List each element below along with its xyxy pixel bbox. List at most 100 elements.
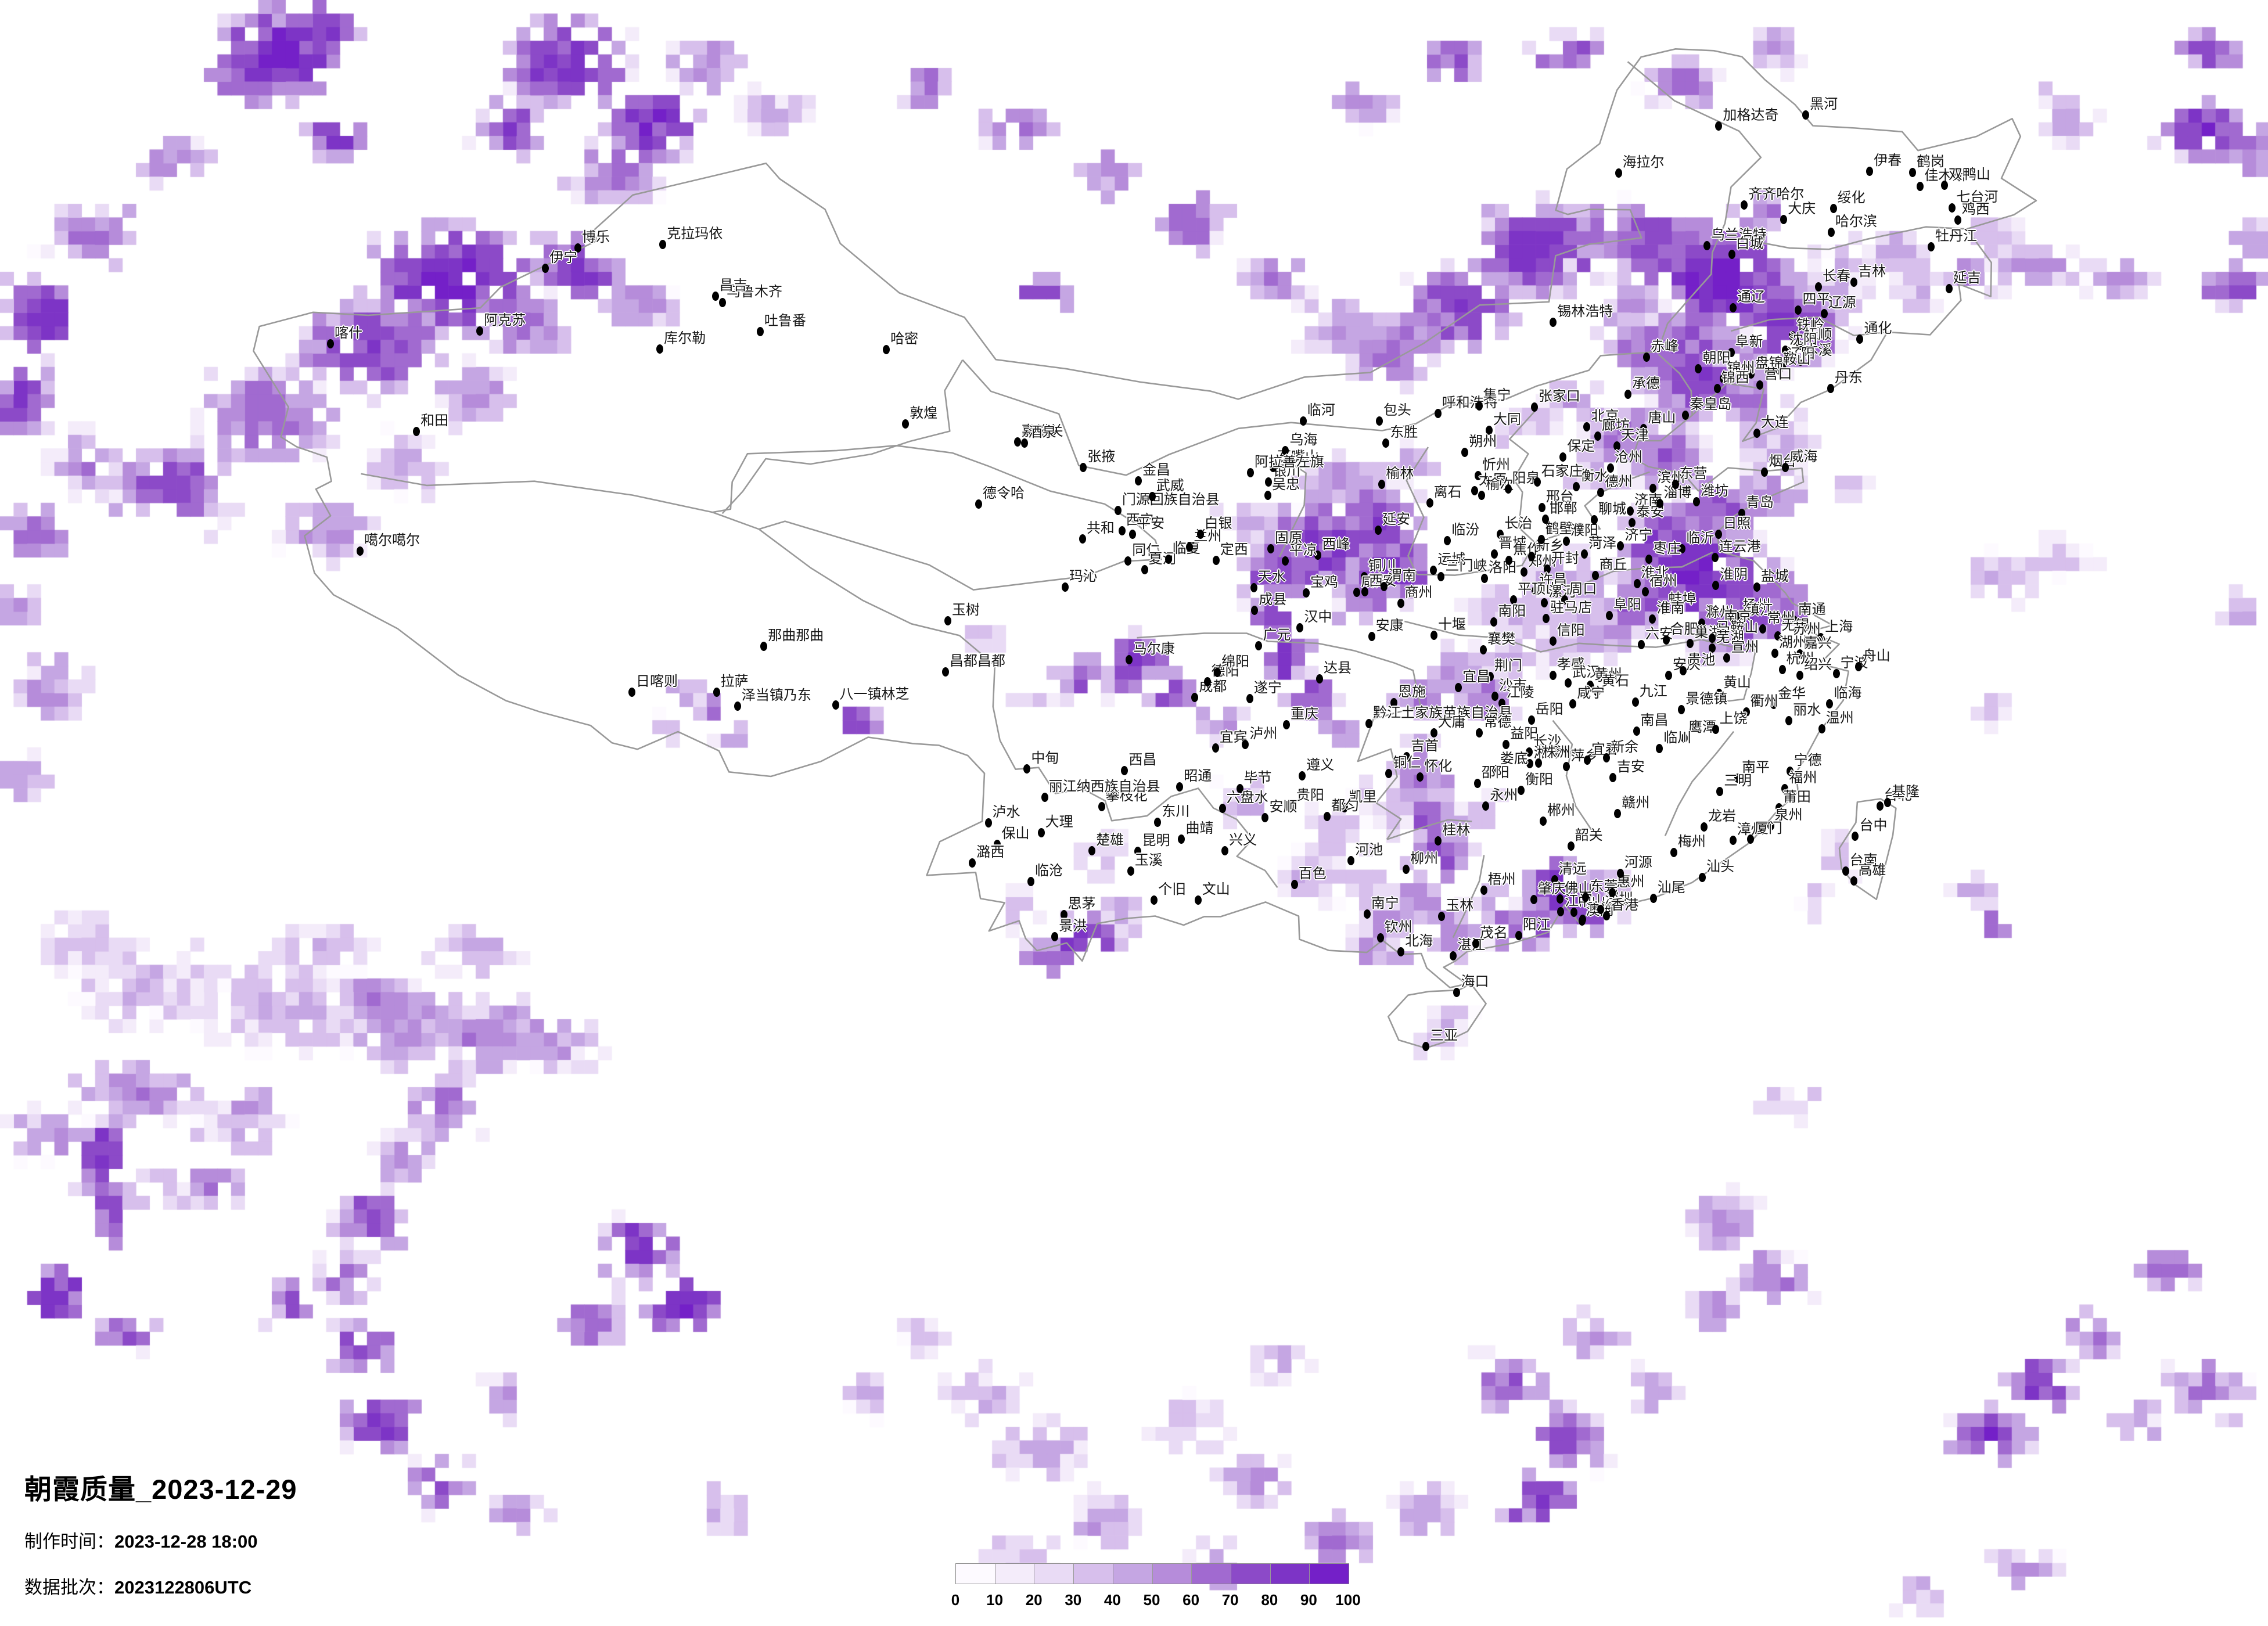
city-dot bbox=[1562, 536, 1570, 546]
city-dot bbox=[1403, 751, 1411, 761]
city-label: 茂名 bbox=[1480, 924, 1508, 941]
city-label: 六盘水 bbox=[1226, 790, 1268, 806]
city-dot bbox=[1267, 544, 1274, 554]
city-label: 忻州 bbox=[1482, 457, 1511, 473]
city-dot bbox=[1641, 587, 1649, 596]
city-dot bbox=[1581, 549, 1588, 559]
city-dot bbox=[476, 326, 484, 336]
city-label: 共和 bbox=[1086, 520, 1115, 536]
city-label: 宝鸡 bbox=[1310, 574, 1339, 590]
city-label: 鹤壁 bbox=[1545, 520, 1573, 537]
city-dot bbox=[1472, 938, 1480, 948]
city-label: 永州 bbox=[1490, 787, 1518, 803]
city-dot bbox=[1538, 503, 1545, 513]
island-boundary-0 bbox=[1838, 798, 1897, 900]
city-dot bbox=[1723, 653, 1731, 663]
colorbar-tick: 70 bbox=[1221, 1591, 1239, 1609]
city-dot bbox=[718, 297, 726, 307]
city-label: 平凉 bbox=[1289, 542, 1317, 559]
city-dot bbox=[656, 344, 664, 354]
city-dot bbox=[1375, 416, 1383, 426]
city-label: 济宁 bbox=[1624, 527, 1653, 543]
city-label: 河源 bbox=[1624, 854, 1652, 870]
city-dot bbox=[1780, 214, 1788, 224]
city-dot bbox=[1908, 168, 1916, 178]
colorbar-tick-labels: 0 10 20 30 40 50 60 70 80 90 100 bbox=[951, 1591, 1361, 1609]
city-dot bbox=[1817, 632, 1825, 642]
city-label: 包头 bbox=[1383, 402, 1411, 419]
city-label: 鄂州 bbox=[1595, 668, 1623, 685]
city-dot bbox=[1261, 813, 1269, 823]
city-label: 海口 bbox=[1461, 974, 1489, 990]
city-dot bbox=[1341, 803, 1349, 812]
city-dot bbox=[1827, 384, 1834, 394]
city-label: 九江 bbox=[1639, 684, 1667, 700]
city-label: 铁岭 bbox=[1796, 316, 1825, 333]
city-dot bbox=[1124, 556, 1132, 566]
city-label: 汉中 bbox=[1304, 609, 1332, 625]
city-dot bbox=[1151, 895, 1158, 905]
city-label: 洛阳 bbox=[1489, 559, 1516, 575]
city-dot bbox=[1570, 908, 1577, 918]
city-label: 石家庄 bbox=[1541, 463, 1583, 479]
city-label: 遂宁 bbox=[1253, 679, 1282, 696]
city-dot bbox=[1876, 801, 1884, 811]
city-dot bbox=[1532, 586, 1539, 596]
city-dot bbox=[1363, 909, 1371, 919]
city-label: 濮阳 bbox=[1570, 522, 1598, 538]
city-dot bbox=[941, 667, 949, 677]
city-dot bbox=[1789, 330, 1796, 340]
city-dot bbox=[1526, 747, 1533, 757]
city-label: 连云港 bbox=[1719, 539, 1761, 555]
city-dot bbox=[1680, 733, 1688, 743]
city-label: 玛沁 bbox=[1069, 568, 1097, 584]
city-dot bbox=[1430, 630, 1437, 640]
city-label: 聊城 bbox=[1598, 501, 1626, 517]
city-label: 岳阳 bbox=[1535, 702, 1563, 718]
city-label: 娄底 bbox=[1500, 750, 1528, 767]
city-dot bbox=[1497, 530, 1504, 539]
city-dot bbox=[1842, 866, 1849, 876]
city-dot bbox=[1716, 623, 1724, 632]
city-label: 绍兴 bbox=[1804, 656, 1832, 672]
city-dot bbox=[1775, 365, 1782, 375]
city-label: 喀什 bbox=[335, 325, 363, 341]
city-dot bbox=[1729, 835, 1737, 845]
city-label: 固原 bbox=[1274, 530, 1303, 546]
city-dot bbox=[413, 427, 420, 437]
city-dot bbox=[1539, 816, 1547, 826]
city-dot bbox=[1491, 549, 1498, 559]
city-dot bbox=[1609, 772, 1616, 782]
city-label: 敦煌 bbox=[910, 405, 938, 421]
city-dot bbox=[1615, 168, 1622, 178]
city-dot bbox=[1397, 947, 1405, 957]
city-dot bbox=[1537, 534, 1545, 544]
city-dot bbox=[1727, 347, 1735, 357]
city-dot bbox=[1866, 167, 1874, 177]
city-dot bbox=[1551, 875, 1558, 884]
city-dot bbox=[1246, 468, 1254, 478]
city-label: 宿州 bbox=[1649, 573, 1677, 589]
city-label: 常州 bbox=[1767, 610, 1795, 627]
city-dot bbox=[1713, 383, 1721, 393]
city-dot bbox=[1660, 605, 1668, 614]
city-dot bbox=[1186, 542, 1194, 552]
city-label: 和田 bbox=[420, 413, 449, 429]
national-boundary bbox=[253, 48, 2037, 988]
city-label: 开封 bbox=[1551, 550, 1579, 566]
city-label: 沧州 bbox=[1615, 449, 1643, 465]
city-label: 毕节 bbox=[1243, 769, 1272, 786]
city-label: 苏州 bbox=[1792, 621, 1821, 637]
city-dot bbox=[1584, 755, 1591, 765]
city-dot bbox=[1214, 668, 1221, 678]
city-label: 齐齐哈尔 bbox=[1748, 186, 1805, 203]
city-dot bbox=[1376, 933, 1384, 943]
city-dot bbox=[1586, 681, 1594, 690]
province-boundary-8 bbox=[1404, 620, 1756, 653]
city-dot bbox=[1563, 762, 1570, 772]
city-dot bbox=[1269, 463, 1277, 473]
city-dot bbox=[1361, 587, 1368, 597]
city-dot bbox=[1482, 801, 1490, 811]
city-dot bbox=[1741, 200, 1748, 210]
